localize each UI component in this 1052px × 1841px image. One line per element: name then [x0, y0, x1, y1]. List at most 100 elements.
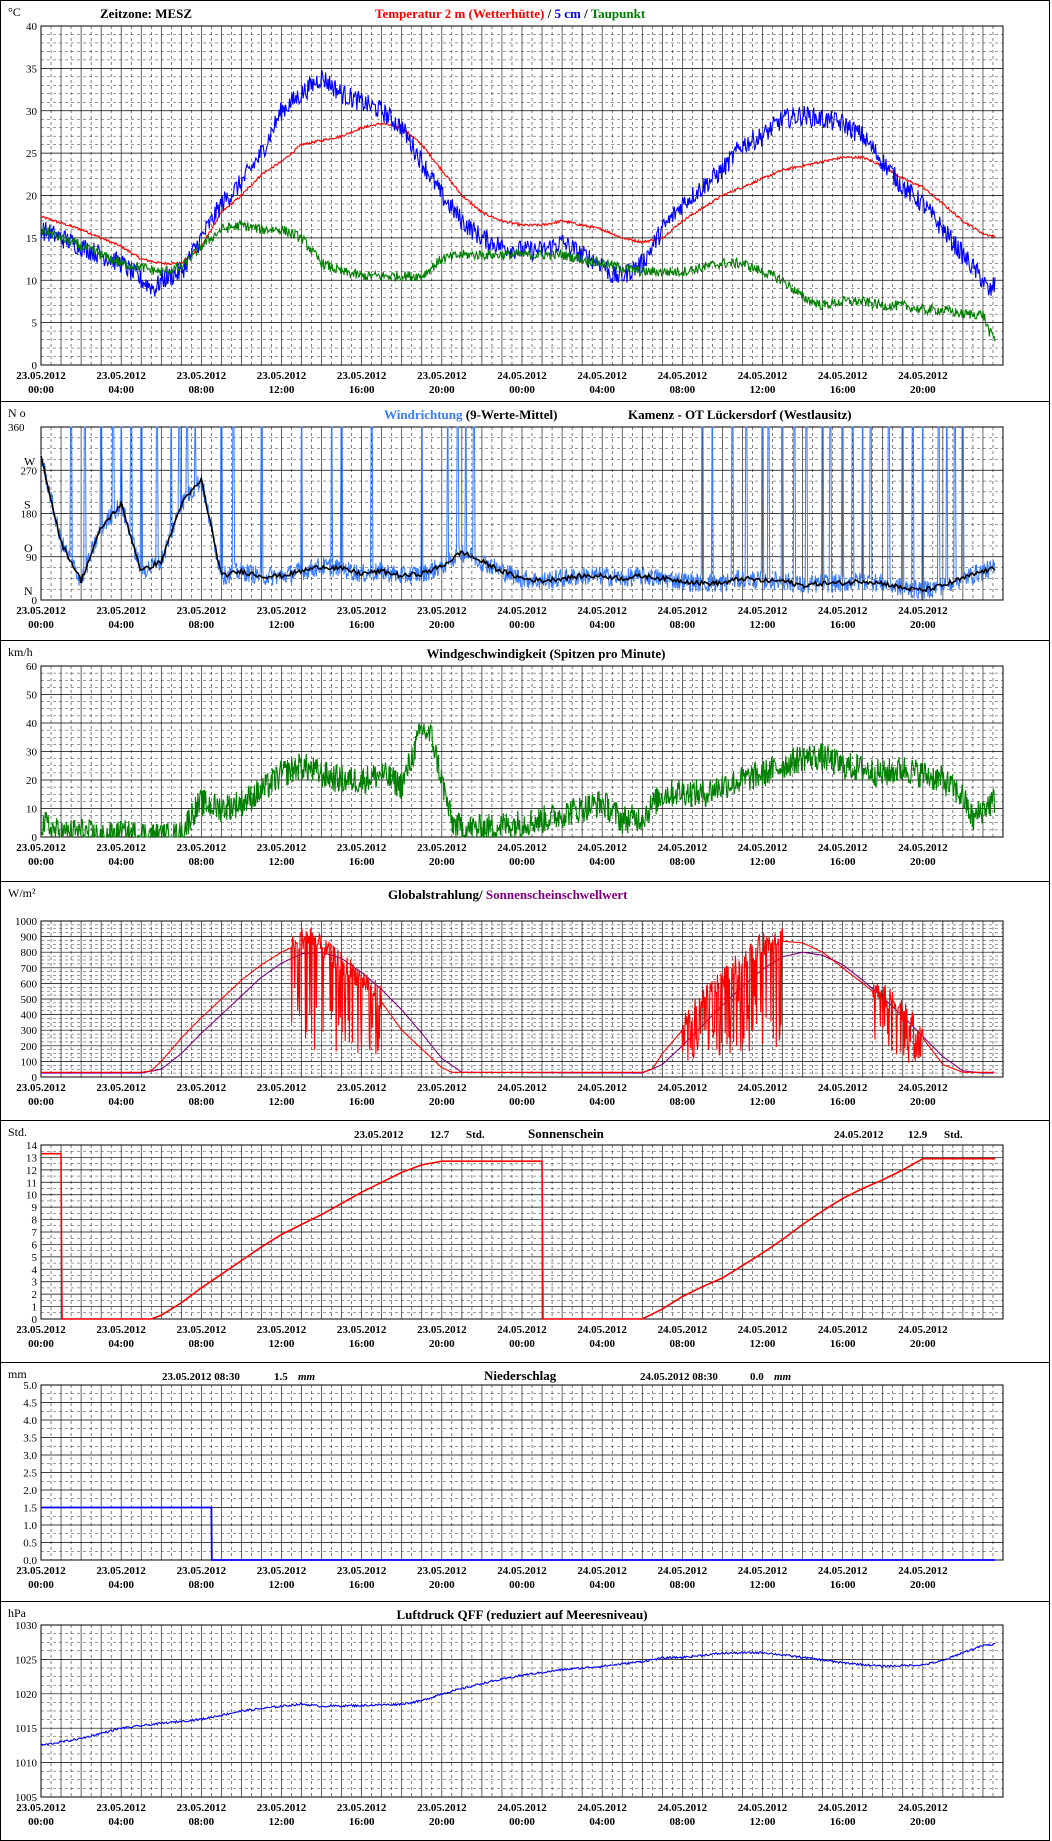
x-tick-time: 20:00 — [910, 1579, 936, 1591]
y-tick-label: 180 — [21, 509, 38, 521]
x-tick-date: 23.05.2012 — [337, 1802, 387, 1814]
wind-direction-raw — [40, 426, 996, 600]
x-tick-time: 04:00 — [589, 384, 615, 396]
x-tick-time: 16:00 — [830, 1338, 856, 1350]
y-tick-label: 600 — [21, 978, 38, 990]
x-tick-date: 24.05.2012 — [497, 1082, 547, 1094]
x-tick-time: 20:00 — [429, 856, 455, 868]
x-tick-time: 20:00 — [910, 619, 936, 631]
x-tick-date: 23.05.2012 — [16, 1082, 66, 1094]
x-tick-date: 24.05.2012 — [577, 1565, 627, 1577]
x-tick-time: 20:00 — [429, 384, 455, 396]
x-tick-date: 24.05.2012 — [898, 1324, 948, 1336]
chart-winddirection: 23.05.2012 00:00 23.05.2012 04:00 23.05.2012… — [8, 406, 1004, 631]
x-tick-date: 23.05.2012 — [257, 1565, 307, 1577]
y-tick-label: 100 — [21, 1056, 38, 1068]
x-tick-time: 04:00 — [589, 1096, 615, 1108]
title-part: Taupunkt — [591, 6, 646, 21]
x-tick-time: 08:00 — [188, 619, 214, 631]
y-tick-label: 14 — [26, 1140, 38, 1152]
y-tick-label: 900 — [21, 932, 38, 944]
y-tick-label: 10 — [26, 275, 38, 287]
x-tick-date: 24.05.2012 — [658, 1324, 708, 1336]
x-tick-date: 24.05.2012 — [497, 1565, 547, 1577]
y-tick-label: 2.5 — [23, 1468, 37, 1480]
y-tick-label: 4.5 — [23, 1398, 37, 1410]
x-tick-date: 24.05.2012 — [738, 1082, 788, 1094]
x-tick-time: 12:00 — [750, 1816, 776, 1828]
precip-value-1: 1.5 — [274, 1371, 288, 1383]
title-part: / — [581, 6, 591, 21]
sunshine-title: Sonnenschein — [528, 1126, 605, 1141]
radiation-unit-label: W/m² — [8, 886, 36, 900]
x-tick-time: 20:00 — [429, 619, 455, 631]
x-tick-date: 24.05.2012 — [818, 1324, 868, 1336]
x-tick-date: 23.05.2012 — [417, 605, 467, 617]
x-tick-date: 23.05.2012 — [16, 1802, 66, 1814]
y-tick-label: 0 — [32, 595, 38, 607]
x-tick-date: 23.05.2012 — [96, 1802, 146, 1814]
x-tick-time: 16:00 — [830, 384, 856, 396]
x-tick-time: 04:00 — [589, 1579, 615, 1591]
x-tick-time: 12:00 — [269, 619, 295, 631]
direction-letter: N — [24, 584, 33, 598]
chart-sunshine: 23.05.2012 00:00 23.05.2012 04:00 23.05.2012… — [8, 1125, 1004, 1350]
y-tick-label: 0.0 — [23, 1555, 37, 1567]
x-tick-date: 23.05.2012 — [257, 370, 307, 382]
x-tick-time: 16:00 — [349, 619, 375, 631]
y-tick-label: 360 — [8, 422, 25, 434]
y-tick-label: 1015 — [15, 1723, 38, 1735]
x-tick-date: 23.05.2012 — [257, 842, 307, 854]
y-tick-label: 270 — [21, 465, 38, 477]
x-tick-date: 24.05.2012 — [577, 605, 627, 617]
x-tick-date: 23.05.2012 — [96, 1565, 146, 1577]
x-tick-date: 23.05.2012 — [177, 1802, 227, 1814]
station-name: Kamenz - OT Lückersdorf (Westlausitz) — [628, 407, 852, 422]
x-tick-time: 16:00 — [830, 1579, 856, 1591]
x-tick-time: 16:00 — [349, 1096, 375, 1108]
x-tick-time: 00:00 — [509, 856, 535, 868]
x-tick-time: 04:00 — [108, 1338, 134, 1350]
windspeed-unit-label: km/h — [8, 645, 33, 659]
y-tick-label: 0 — [32, 832, 38, 844]
x-tick-date: 23.05.2012 — [337, 605, 387, 617]
x-tick-date: 24.05.2012 — [738, 1802, 788, 1814]
x-tick-date: 23.05.2012 — [257, 1324, 307, 1336]
x-tick-date: 24.05.2012 — [738, 605, 788, 617]
pressure-unit-label: hPa — [8, 1606, 27, 1620]
y-tick-label: 12 — [26, 1165, 37, 1177]
x-tick-time: 16:00 — [349, 384, 375, 396]
y-tick-label: 0 — [32, 1072, 38, 1084]
x-tick-date: 23.05.2012 — [96, 1082, 146, 1094]
x-tick-time: 08:00 — [669, 1579, 695, 1591]
precip-unit-2: mm — [774, 1371, 792, 1383]
x-tick-date: 23.05.2012 — [257, 1802, 307, 1814]
x-tick-time: 04:00 — [589, 619, 615, 631]
y-tick-label: 60 — [26, 661, 38, 673]
x-tick-date: 23.05.2012 — [177, 842, 227, 854]
x-tick-time: 00:00 — [28, 1579, 54, 1591]
direction-letter: W — [24, 454, 36, 468]
x-tick-date: 23.05.2012 — [337, 1082, 387, 1094]
x-tick-date: 24.05.2012 — [577, 1802, 627, 1814]
y-tick-label: 1 — [32, 1302, 38, 1314]
precip-value-2: 0.0 — [750, 1371, 764, 1383]
x-tick-time: 08:00 — [188, 1579, 214, 1591]
x-tick-time: 04:00 — [108, 384, 134, 396]
x-tick-time: 12:00 — [269, 1579, 295, 1591]
x-tick-date: 24.05.2012 — [898, 605, 948, 617]
x-tick-time: 00:00 — [509, 1816, 535, 1828]
x-tick-date: 24.05.2012 — [898, 842, 948, 854]
direction-letter: S — [24, 498, 31, 512]
y-tick-label: 20 — [26, 191, 38, 203]
x-tick-date: 23.05.2012 — [177, 1082, 227, 1094]
x-tick-date: 23.05.2012 — [16, 1324, 66, 1336]
x-tick-date: 23.05.2012 — [96, 1324, 146, 1336]
chart-pressure: 23.05.2012 00:00 23.05.2012 04:00 23.05.2012… — [8, 1606, 1004, 1828]
precip-unit-1: mm — [298, 1371, 316, 1383]
x-tick-date: 24.05.2012 — [818, 842, 868, 854]
x-tick-time: 04:00 — [589, 856, 615, 868]
x-tick-date: 24.05.2012 — [818, 1802, 868, 1814]
y-tick-label: 9 — [32, 1202, 38, 1214]
y-tick-label: 3.5 — [23, 1433, 37, 1445]
